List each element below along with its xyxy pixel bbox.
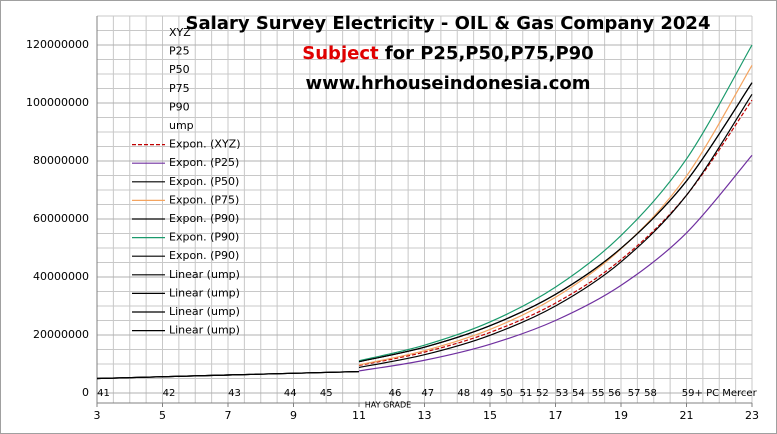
grade-label: 52: [536, 388, 549, 399]
grade-label: 45: [320, 388, 333, 399]
x-tick-label: 23: [745, 409, 759, 422]
series-line: [358, 44, 753, 362]
y-tick-label: 20000000: [33, 328, 89, 341]
legend-label: Expon. (P25): [169, 156, 239, 169]
grade-label: 43: [228, 388, 241, 399]
x-tick-label: 3: [94, 409, 101, 422]
grade-label: 46: [389, 388, 402, 399]
legend-label: Expon. (P50): [169, 175, 239, 188]
y-tick-label: 120000000: [26, 38, 89, 51]
legend-label: P50: [169, 63, 190, 76]
x-tick-label: 9: [290, 409, 297, 422]
legend-label: XYZ: [169, 26, 191, 39]
series-line: [358, 93, 753, 369]
website: www.hrhouseindonesia.com: [305, 73, 590, 94]
grade-label: 58: [644, 388, 657, 399]
y-tick-label: 40000000: [33, 270, 89, 283]
legend-label: Expon. (P90): [169, 212, 239, 225]
legend-label: ump: [169, 119, 194, 132]
chart-subtitle: Subject for P25,P50,P75,P90: [302, 43, 593, 64]
grade-label: 55: [592, 388, 605, 399]
series-line: [358, 82, 753, 363]
legend-label: Expon. (P90): [169, 231, 239, 244]
x-tick-label: 19: [614, 409, 628, 422]
grade-label: 56: [608, 388, 621, 399]
x-tick-label: 7: [225, 409, 232, 422]
grid: [96, 15, 753, 407]
legend-label: Expon. (XYZ): [169, 138, 241, 151]
legend-label: P25: [169, 45, 190, 58]
grade-label: 57: [628, 388, 641, 399]
grade-label: 44: [284, 388, 297, 399]
series-line: [358, 99, 753, 367]
lines: [96, 44, 753, 380]
x-tick-label: 17: [549, 409, 563, 422]
x-tick-label: 11: [352, 409, 366, 422]
labels: 0 20000000 40000000 60000000 80000000 1000000…: [26, 26, 759, 422]
grade-label: 48: [457, 388, 470, 399]
grade-label: 53: [556, 388, 569, 399]
grade-label: 54: [572, 388, 585, 399]
series-line: [358, 154, 753, 372]
legend-label: Expon. (P90): [169, 249, 239, 262]
legend-label: Linear (ump): [169, 268, 240, 281]
legend-label: Linear (ump): [169, 324, 240, 337]
x-tick-label: 5: [159, 409, 166, 422]
chart-title: Salary Survey Electricity - OIL & Gas Co…: [186, 13, 711, 34]
legend-label: P75: [169, 82, 190, 95]
x-tick-label: 21: [680, 409, 694, 422]
grade-label: 41: [97, 388, 110, 399]
y-tick-label: 0: [82, 386, 89, 399]
x-tick-label: 13: [418, 409, 432, 422]
grade-label: 50: [500, 388, 513, 399]
legend-label: P90: [169, 100, 190, 113]
y-tick-label: 60000000: [33, 212, 89, 225]
y-tick-label: 100000000: [26, 96, 89, 109]
grade-label: 59+ PC Mercer: [682, 388, 758, 399]
grade-label: 49: [480, 388, 493, 399]
series-line: [358, 64, 753, 366]
legend-label: Linear (ump): [169, 286, 240, 299]
grade-label: 51: [520, 388, 533, 399]
y-tick-label: 80000000: [33, 154, 89, 167]
x-tick-label: 15: [483, 409, 497, 422]
subtitle-text: for P25,P50,P75,P90: [385, 43, 594, 64]
grade-label: 47: [421, 388, 434, 399]
legend-label: Linear (ump): [169, 305, 240, 318]
x-axis-title: HAY GRADE: [365, 401, 411, 410]
legend-label: Expon. (P75): [169, 193, 239, 206]
subtitle-highlight: Subject: [302, 43, 379, 64]
series-line: [96, 370, 360, 380]
grade-label: 42: [163, 388, 176, 399]
